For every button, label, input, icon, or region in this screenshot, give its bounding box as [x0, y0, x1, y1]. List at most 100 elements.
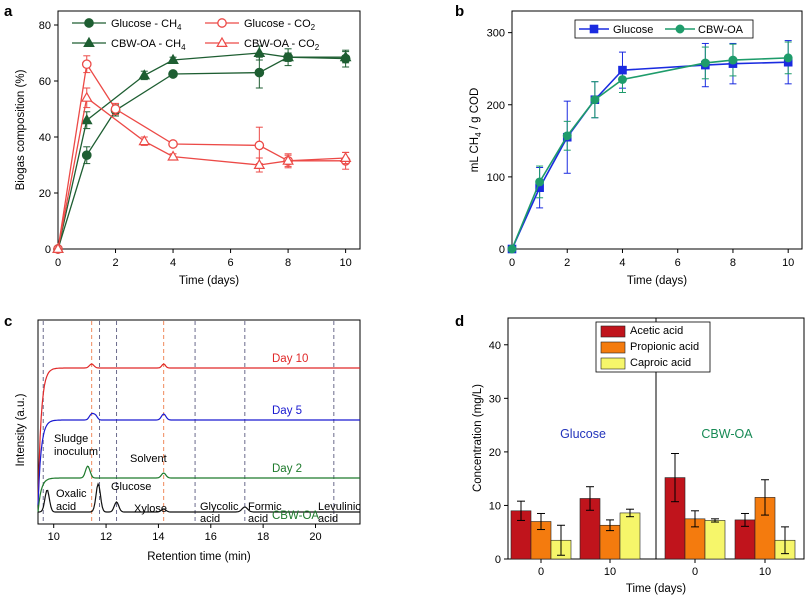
axis-label-x-a: Time (days)	[179, 275, 239, 287]
y-tick-label: 0	[45, 244, 51, 256]
data-point	[168, 69, 178, 79]
x-tick-label: 20	[309, 531, 321, 543]
x-tick-label: 8	[730, 257, 736, 269]
legend-b: Glucose CBW-OA	[574, 19, 754, 39]
data-point	[728, 55, 738, 65]
legend-d: Acetic acid Propionic acid Caproic acid	[595, 321, 711, 373]
y-tick-label: 80	[39, 20, 51, 32]
data-point	[216, 36, 228, 47]
legend-label: Glucose - CO2	[244, 18, 316, 32]
data-point	[253, 158, 266, 169]
chromatogram-trace	[37, 363, 360, 506]
data-point	[282, 50, 294, 62]
x-tick-label: 8	[285, 257, 291, 269]
peak-label: Glucose	[111, 481, 151, 493]
data-point	[81, 150, 92, 161]
chart-panel-a: Time (days) Biogas composition (%) 0 2 4 6 8…	[15, 10, 361, 287]
chart-panel-b: Time (days) mL CH4 / g COD 0 2 4 6 8 10010020…	[469, 10, 803, 287]
bar	[704, 520, 726, 560]
data-point	[167, 150, 179, 161]
panel-label-b: b	[455, 3, 464, 20]
data-point	[83, 36, 95, 47]
data-point	[507, 244, 517, 254]
x-tick-label: 4	[170, 257, 176, 269]
data-point	[52, 242, 64, 253]
axis-label-y-a: Biogas composition (%)	[15, 69, 27, 190]
x-tick-label: 0	[538, 566, 544, 578]
x-tick-label: 10	[782, 257, 794, 269]
data-point	[589, 24, 599, 34]
y-tick-label: 60	[39, 76, 51, 88]
legend-label: CBW-OA - CH4	[111, 38, 186, 52]
axis-label-y-c: Intensity (a.u.)	[15, 393, 27, 466]
legend-label: CBW-OA	[698, 24, 744, 36]
peak-label: Sludge	[54, 433, 88, 445]
data-point	[138, 134, 151, 146]
trace-labels: Day 10 Day 5 Day 2 CBW-OA	[272, 353, 319, 522]
data-point	[339, 151, 352, 162]
legend-label: Acetic acid	[630, 325, 683, 337]
series-line	[511, 57, 789, 250]
axis-label-y-d: Concentration (mg/L)	[472, 384, 484, 492]
axis-label-x-c: Retention time (min)	[147, 551, 251, 563]
y-tick-label: 40	[39, 132, 51, 144]
x-tick-label: 0	[55, 257, 61, 269]
data-point	[254, 67, 265, 78]
legend-a: Glucose - CH4 Glucose - CO2 CBW-OA - CH4…	[72, 18, 320, 52]
x-tick-label: 12	[100, 531, 112, 543]
x-tick-label: 6	[675, 257, 681, 269]
section-label-glucose: Glucose	[560, 427, 606, 441]
data-point	[253, 46, 266, 57]
data-point	[618, 65, 627, 75]
y-tick-label: 0	[495, 554, 501, 566]
data-point	[168, 139, 178, 149]
trace-label-day10: Day 10	[272, 353, 308, 365]
x-tick-label: 14	[152, 531, 164, 543]
panel-label-a: a	[4, 3, 13, 20]
axis-label-y-b: mL CH4 / g COD	[469, 88, 483, 173]
x-tick-label: 6	[228, 257, 234, 269]
x-tick-label: 16	[205, 531, 217, 543]
series-line	[57, 52, 346, 250]
x-tick-label: 18	[257, 531, 269, 543]
data-point	[618, 75, 627, 84]
y-tick-label: 100	[487, 172, 505, 184]
chart-panel-c: Retention time (min) Intensity (a.u.) 10…	[15, 319, 361, 563]
y-tick-label: 300	[487, 28, 505, 40]
peak-label: acid	[318, 513, 338, 525]
series-line	[57, 96, 346, 250]
bar	[619, 512, 641, 560]
data-point	[783, 53, 793, 63]
trace-label-day2: Day 2	[272, 463, 302, 475]
data-point	[700, 58, 710, 68]
data-point	[167, 53, 179, 64]
y-tick-label: 40	[489, 340, 501, 352]
peak-label: Oxalic	[56, 488, 87, 500]
data-point	[84, 18, 94, 28]
data-point	[675, 24, 685, 34]
chromatogram-trace	[37, 465, 360, 513]
legend-swatch	[600, 341, 626, 354]
data-point	[562, 131, 572, 141]
legend-label: CBW-OA - CO2	[244, 38, 320, 52]
y-tick-label: 20	[39, 188, 51, 200]
panel-label-c: c	[4, 313, 12, 330]
legend-swatch	[600, 357, 626, 370]
x-tick-label: 10	[604, 566, 616, 578]
peak-labels: Sludge inoculum Solvent Glucose Oxalic a…	[54, 433, 361, 525]
axis-label-x-d: Time (days)	[626, 583, 686, 595]
peak-label: acid	[200, 513, 220, 525]
legend-swatch	[600, 325, 626, 338]
data-point	[80, 91, 93, 102]
y-tick-label: 200	[487, 100, 505, 112]
peak-label: Formic	[248, 501, 282, 513]
y-tick-label: 20	[489, 447, 501, 459]
data-point	[590, 95, 600, 105]
data-point	[217, 18, 227, 28]
peak-label: Xylose	[134, 503, 167, 515]
x-tick-label: 4	[619, 257, 625, 269]
legend-label: Glucose - CH4	[111, 18, 182, 32]
peak-label: Levulinic	[318, 501, 361, 513]
peak-label: Solvent	[130, 453, 167, 465]
